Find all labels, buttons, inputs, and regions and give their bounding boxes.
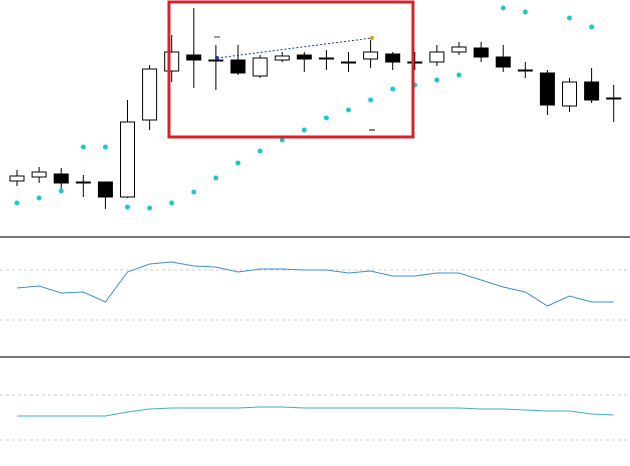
candle-body	[429, 51, 445, 63]
sar-dot	[434, 77, 440, 83]
candle-body	[495, 56, 511, 68]
candle-body	[539, 72, 555, 106]
candle-body	[230, 59, 246, 74]
candle-body	[341, 61, 356, 64]
indicator-line	[17, 406, 614, 417]
sar-dot	[191, 189, 197, 195]
sar-dot	[522, 9, 528, 15]
sar-dot	[346, 107, 351, 113]
candle-body	[318, 57, 334, 60]
candle-body	[252, 57, 268, 77]
candle-body	[75, 181, 91, 184]
candle-body	[164, 51, 180, 72]
candle-body	[97, 181, 113, 198]
sar-dot	[323, 115, 329, 121]
highlight-box	[167, 0, 415, 139]
sar-dot	[147, 205, 153, 211]
sar-dot	[14, 200, 20, 206]
trend-anchor	[215, 56, 219, 60]
candle-body	[142, 68, 158, 121]
sar-dot	[169, 200, 175, 206]
candle-body	[186, 54, 202, 61]
candle-body	[53, 173, 69, 184]
candle-body	[451, 46, 467, 53]
sar-dot	[390, 86, 396, 92]
sar-dot	[213, 175, 219, 181]
sar-dot	[567, 15, 572, 21]
candle-body	[385, 53, 401, 63]
candle-body	[9, 175, 25, 182]
candle-body	[473, 47, 489, 58]
sar-dot	[58, 188, 64, 194]
sar-dot	[301, 127, 307, 133]
sar-dot	[589, 24, 595, 30]
sar-dot	[125, 204, 130, 210]
sar-dot	[368, 97, 374, 103]
plot-layer	[0, 5, 630, 441]
candle-body	[407, 61, 423, 64]
candle-body	[296, 54, 312, 60]
candle-body	[208, 59, 224, 62]
sar-dot	[257, 148, 263, 154]
trend-anchor	[370, 36, 374, 40]
indicator-line	[16, 261, 614, 307]
sar-dot	[500, 5, 506, 11]
sar-dot	[36, 195, 42, 201]
sar-dot	[279, 137, 285, 143]
sar-dot	[80, 144, 86, 150]
candle-body	[120, 121, 135, 198]
candle-body	[517, 69, 533, 72]
candle-body	[363, 51, 379, 60]
candle-body	[31, 171, 47, 178]
candle-body	[584, 81, 600, 101]
candle-body	[606, 97, 622, 100]
sar-dot	[235, 160, 241, 166]
candle-body	[562, 81, 577, 107]
sar-dot	[102, 144, 108, 150]
sar-dot	[456, 72, 462, 78]
candle-body	[274, 55, 290, 61]
